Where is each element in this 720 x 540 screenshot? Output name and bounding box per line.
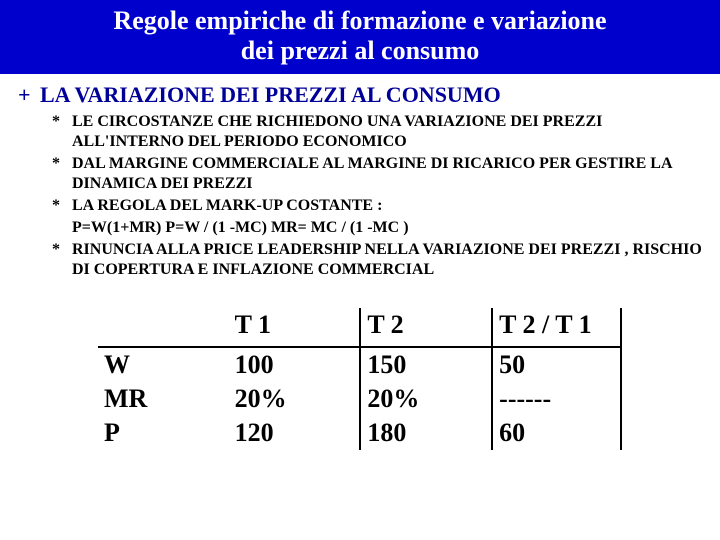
content-area: + LA VARIAZIONE DEI PREZZI AL CONSUMO * … — [0, 74, 720, 450]
header-empty — [98, 308, 229, 347]
bullet-item-4: * RINUNCIA ALLA PRICE LEADERSHIP NELLA V… — [52, 240, 702, 280]
table-row: P 120 180 60 — [98, 416, 621, 450]
asterisk-icon: * — [52, 154, 72, 194]
formula-line: P=W(1+MR) P=W / (1 -MC) MR= MC / (1 -MC … — [52, 218, 702, 238]
cell-ratio: ------ — [492, 382, 621, 416]
table-header-row: T 1 T 2 T 2 / T 1 — [98, 308, 621, 347]
asterisk-icon: * — [52, 196, 72, 216]
bullet-item-1: * LE CIRCOSTANZE CHE RICHIEDONO UNA VARI… — [52, 112, 702, 152]
row-label: W — [98, 347, 229, 382]
level1-heading: + LA VARIAZIONE DEI PREZZI AL CONSUMO — [18, 82, 702, 108]
bullet-text-2: DAL MARGINE COMMERCIALE AL MARGINE DI RI… — [72, 154, 702, 194]
bullet-list: * LE CIRCOSTANZE CHE RICHIEDONO UNA VARI… — [18, 112, 702, 280]
row-label: P — [98, 416, 229, 450]
row-label: MR — [98, 382, 229, 416]
table-row: MR 20% 20% ------ — [98, 382, 621, 416]
data-table: T 1 T 2 T 2 / T 1 W 100 150 50 MR 20% 20… — [98, 308, 622, 450]
cell-t1: 20% — [229, 382, 361, 416]
table-row: W 100 150 50 — [98, 347, 621, 382]
bullet-item-2: * DAL MARGINE COMMERCIALE AL MARGINE DI … — [52, 154, 702, 194]
bullet-item-3: * LA REGOLA DEL MARK-UP COSTANTE : — [52, 196, 702, 216]
cell-t1: 120 — [229, 416, 361, 450]
header-ratio: T 2 / T 1 — [492, 308, 621, 347]
asterisk-icon: * — [52, 240, 72, 280]
cell-ratio: 50 — [492, 347, 621, 382]
bullet-text-3: LA REGOLA DEL MARK-UP COSTANTE : — [72, 196, 382, 216]
cell-t2: 150 — [360, 347, 492, 382]
title-bar: Regole empiriche di formazione e variazi… — [0, 0, 720, 74]
header-t1: T 1 — [229, 308, 361, 347]
plus-icon: + — [18, 82, 40, 108]
level1-text: LA VARIAZIONE DEI PREZZI AL CONSUMO — [40, 82, 501, 108]
title-line-2: dei prezzi al consumo — [10, 36, 710, 66]
header-t2: T 2 — [360, 308, 492, 347]
bullet-text-4: RINUNCIA ALLA PRICE LEADERSHIP NELLA VAR… — [72, 240, 702, 280]
bullet-text-1: LE CIRCOSTANZE CHE RICHIEDONO UNA VARIAZ… — [72, 112, 702, 152]
asterisk-icon: * — [52, 112, 72, 152]
cell-t2: 180 — [360, 416, 492, 450]
cell-ratio: 60 — [492, 416, 621, 450]
cell-t2: 20% — [360, 382, 492, 416]
cell-t1: 100 — [229, 347, 361, 382]
data-table-wrap: T 1 T 2 T 2 / T 1 W 100 150 50 MR 20% 20… — [98, 308, 622, 450]
title-line-1: Regole empiriche di formazione e variazi… — [10, 6, 710, 36]
